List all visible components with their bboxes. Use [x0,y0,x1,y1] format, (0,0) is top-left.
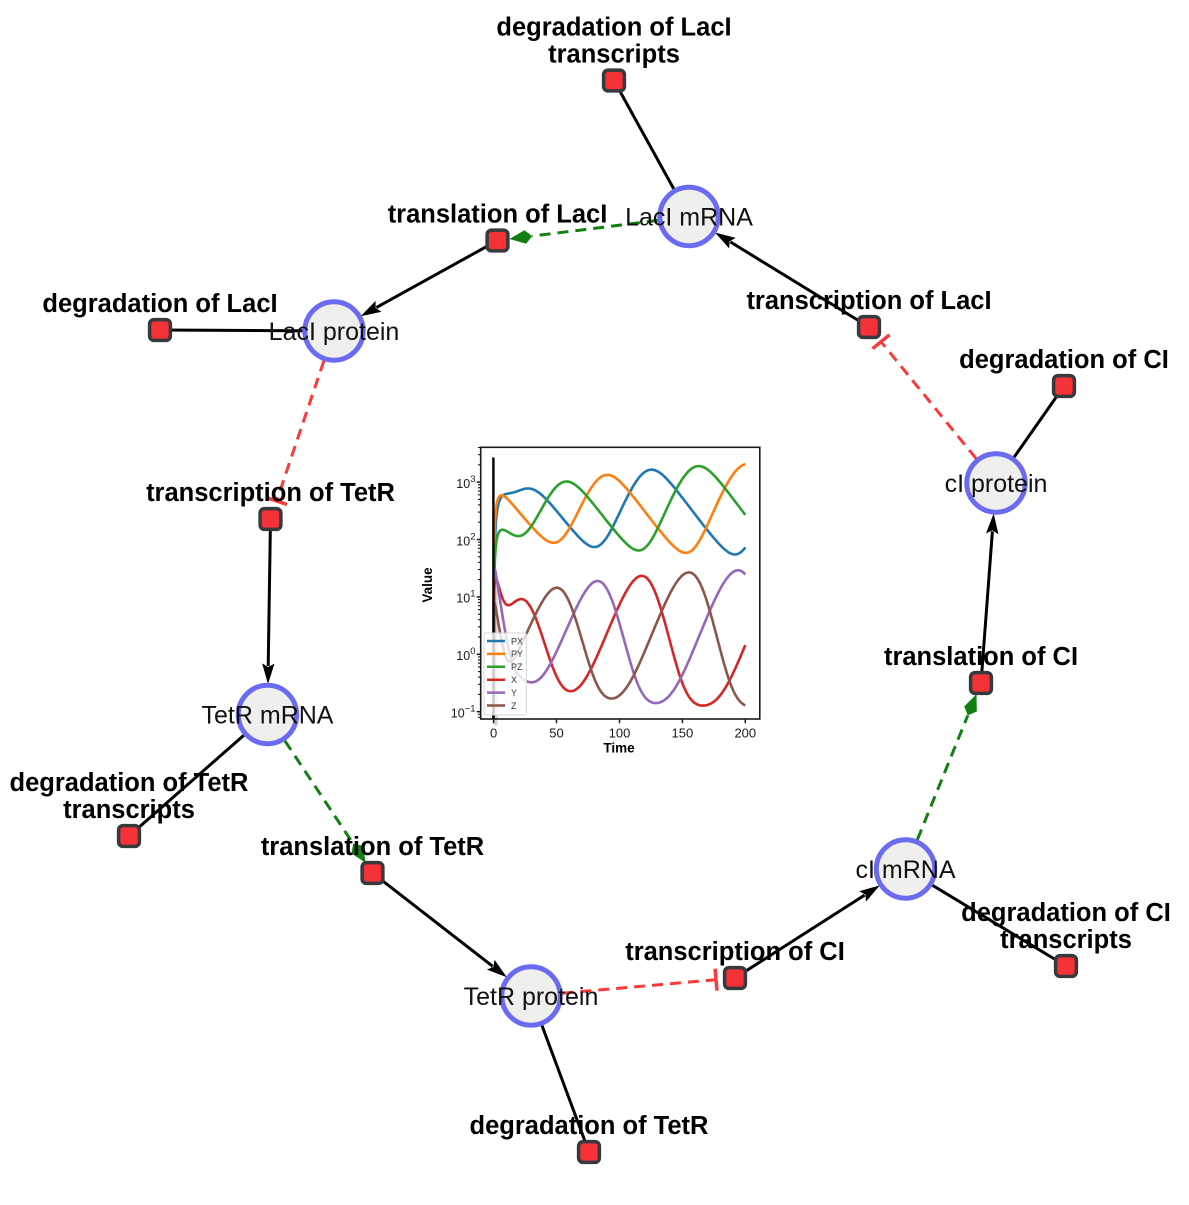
svg-text:transcripts: transcripts [63,796,195,824]
svg-text:150: 150 [672,725,694,740]
svg-text:X: X [511,675,517,685]
svg-text:cI protein: cI protein [945,470,1048,498]
svg-text:0: 0 [490,725,497,740]
svg-text:transcription of LacI: transcription of LacI [746,287,991,315]
svg-text:TetR mRNA: TetR mRNA [202,702,334,730]
svg-text:Z: Z [511,701,517,711]
svg-text:TetR protein: TetR protein [464,983,599,1011]
svg-text:degradation of LacI: degradation of LacI [42,290,277,318]
svg-text:transcription of TetR: transcription of TetR [146,479,395,507]
svg-text:translation of LacI: translation of LacI [388,201,608,229]
svg-text:200: 200 [734,725,756,740]
svg-text:degradation of TetR: degradation of TetR [470,1112,709,1140]
svg-text:Y: Y [511,688,517,698]
svg-text:PY: PY [511,649,523,659]
svg-text:PZ: PZ [511,662,523,672]
svg-text:degradation of CI: degradation of CI [961,899,1171,927]
svg-text:translation of TetR: translation of TetR [261,833,484,861]
svg-text:transcripts: transcripts [1000,926,1132,954]
svg-text:degradation of LacI: degradation of LacI [496,14,731,42]
svg-text:100: 100 [609,725,631,740]
svg-text:transcription of CI: transcription of CI [625,938,845,966]
svg-text:LacI protein: LacI protein [269,318,400,346]
svg-text:Time: Time [603,741,635,756]
svg-text:translation of CI: translation of CI [884,643,1078,671]
svg-text:50: 50 [549,725,563,740]
svg-text:LacI mRNA: LacI mRNA [625,204,753,232]
svg-text:degradation of CI: degradation of CI [959,346,1169,374]
svg-text:degradation of TetR: degradation of TetR [10,769,249,797]
svg-text:Value: Value [420,567,435,603]
svg-text:PX: PX [511,636,523,646]
svg-text:transcripts: transcripts [548,41,680,69]
svg-text:cI mRNA: cI mRNA [856,856,956,884]
